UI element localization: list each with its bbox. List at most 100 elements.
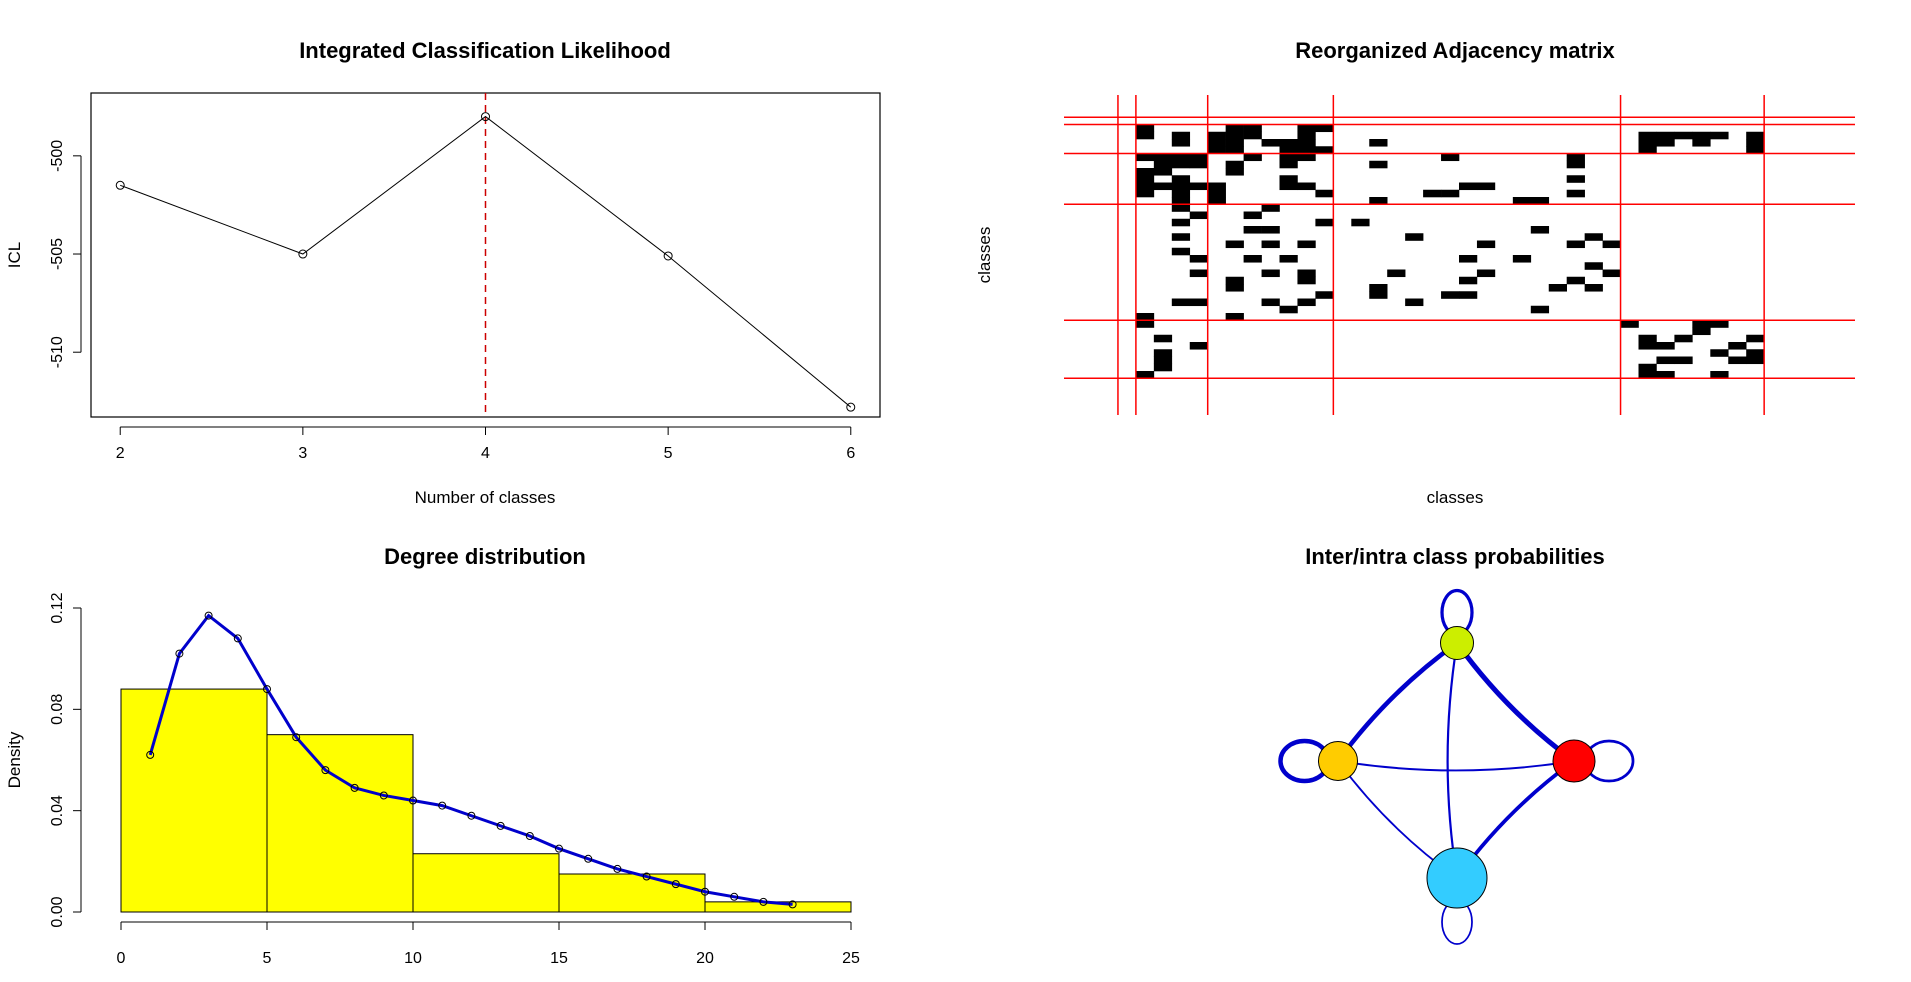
- adjacency-cell: [1476, 269, 1496, 278]
- adjacency-cell: [1656, 139, 1675, 147]
- adjacency-cell: [1441, 189, 1460, 198]
- degree-density-point: [701, 887, 709, 896]
- adjacency-cell: [1692, 320, 1711, 328]
- adjacency-cell: [1746, 334, 1765, 343]
- adjacency-cell: [1566, 189, 1585, 198]
- adjacency-cell: [1674, 131, 1693, 140]
- adjacency-cell: [1153, 182, 1173, 191]
- network-title: Inter/intra class probabilities: [1305, 544, 1605, 569]
- adjacency-cell: [1638, 363, 1657, 372]
- adjacency-cell: [1171, 204, 1191, 212]
- adjacency-cell: [1135, 313, 1155, 321]
- degree-bars: [120, 688, 852, 913]
- adjacency-cell: [1171, 131, 1191, 140]
- degree-title: Degree distribution: [384, 544, 586, 569]
- adjacency-title: Reorganized Adjacency matrix: [1295, 38, 1615, 63]
- degree-density-point: [730, 892, 739, 901]
- adjacency-cell: [1207, 189, 1226, 198]
- degree-density-point: [467, 811, 476, 820]
- icl-point: [115, 180, 125, 190]
- adjacency-cell: [1225, 146, 1244, 154]
- adjacency-cell: [1656, 131, 1675, 140]
- network-nodes: [1318, 626, 1596, 909]
- degree-ylabel: Density: [5, 731, 24, 788]
- adjacency-cell: [1692, 139, 1711, 147]
- degree-bar: [412, 853, 560, 913]
- adjacency-cell: [1566, 240, 1585, 249]
- degree-density-point: [350, 783, 359, 792]
- adjacency-cell: [1512, 255, 1532, 263]
- degree-x-tick-label: 10: [404, 950, 422, 967]
- icl-point: [481, 112, 490, 122]
- degree-density-point: [292, 733, 301, 742]
- adjacency-cell: [1171, 247, 1191, 256]
- adjacency-cell: [1674, 334, 1693, 343]
- adjacency-cell: [1297, 139, 1316, 147]
- adjacency-cell: [1279, 146, 1298, 154]
- adjacency-cell: [1728, 356, 1747, 365]
- adjacency-cell: [1638, 342, 1657, 350]
- adjacency-cell: [1243, 153, 1262, 162]
- degree-density-point: [613, 864, 622, 873]
- adjacency-cell: [1171, 218, 1191, 227]
- adjacency-cell: [1171, 139, 1191, 147]
- adjacency-cell: [1171, 197, 1191, 205]
- degree-density-point: [263, 685, 271, 694]
- adjacency-cell: [1710, 349, 1729, 357]
- adjacency-cell: [1297, 146, 1316, 154]
- network-node-top: [1440, 626, 1474, 660]
- adjacency-cell: [1279, 160, 1298, 169]
- adjacency-cell: [1153, 363, 1173, 372]
- adjacency-cell: [1225, 313, 1244, 321]
- adjacency-cell: [1189, 298, 1208, 307]
- degree-x-tick-label: 5: [263, 950, 272, 967]
- adjacency-cell: [1261, 240, 1280, 249]
- adjacency-class-lines: [1064, 95, 1855, 415]
- adjacency-cell: [1189, 342, 1208, 350]
- adjacency-cell: [1728, 342, 1747, 350]
- degree-density-point: [584, 854, 593, 863]
- adjacency-cell: [1638, 371, 1657, 379]
- adjacency-cell: [1530, 305, 1550, 314]
- degree-density-point: [321, 766, 330, 775]
- adjacency-cell: [1171, 175, 1191, 183]
- adjacency-cell: [1297, 124, 1316, 133]
- adjacency-cell: [1297, 276, 1316, 285]
- adjacency-cell: [1225, 131, 1244, 140]
- adjacency-cell: [1512, 197, 1532, 205]
- icl-y-tick-label: -510: [49, 336, 66, 368]
- icl-series-line: [120, 115, 852, 408]
- adjacency-cell: [1153, 168, 1173, 176]
- degree-y-tick-label: 0.08: [49, 694, 66, 725]
- icl-y-tick-label: -505: [49, 238, 66, 270]
- adjacency-cell: [1135, 182, 1155, 191]
- adjacency-cell: [1135, 371, 1155, 379]
- adjacency-cell: [1710, 320, 1729, 328]
- adjacency-cell: [1279, 139, 1298, 147]
- adjacency-cell: [1387, 269, 1406, 278]
- adjacency-cell: [1153, 349, 1173, 357]
- adjacency-cell: [1171, 160, 1191, 169]
- adjacency-cell: [1656, 356, 1675, 365]
- adjacency-cell: [1566, 153, 1585, 162]
- adjacency-cell: [1459, 182, 1478, 191]
- adjacency-cell: [1153, 334, 1173, 343]
- adjacency-cell: [1171, 189, 1191, 198]
- adjacency-cell: [1279, 175, 1298, 183]
- adjacency-cell: [1351, 218, 1370, 227]
- network-node-bottom: [1426, 847, 1488, 909]
- adjacency-cell: [1584, 284, 1603, 292]
- adjacency-cell: [1261, 269, 1280, 278]
- adjacency-cell: [1620, 320, 1639, 328]
- icl-y-tick-label: -500: [49, 140, 66, 172]
- adjacency-cell: [1171, 182, 1191, 191]
- adjacency-cell: [1225, 160, 1244, 169]
- adjacency-cell: [1656, 371, 1675, 379]
- adjacency-cell: [1369, 139, 1388, 147]
- adjacency-cell: [1225, 168, 1244, 176]
- icl-point: [298, 249, 308, 259]
- adjacency-cell: [1225, 240, 1244, 249]
- adjacency-xlabel: classes: [1427, 488, 1484, 507]
- adjacency-panel: Reorganized Adjacency matrix classes cla…: [975, 38, 1855, 507]
